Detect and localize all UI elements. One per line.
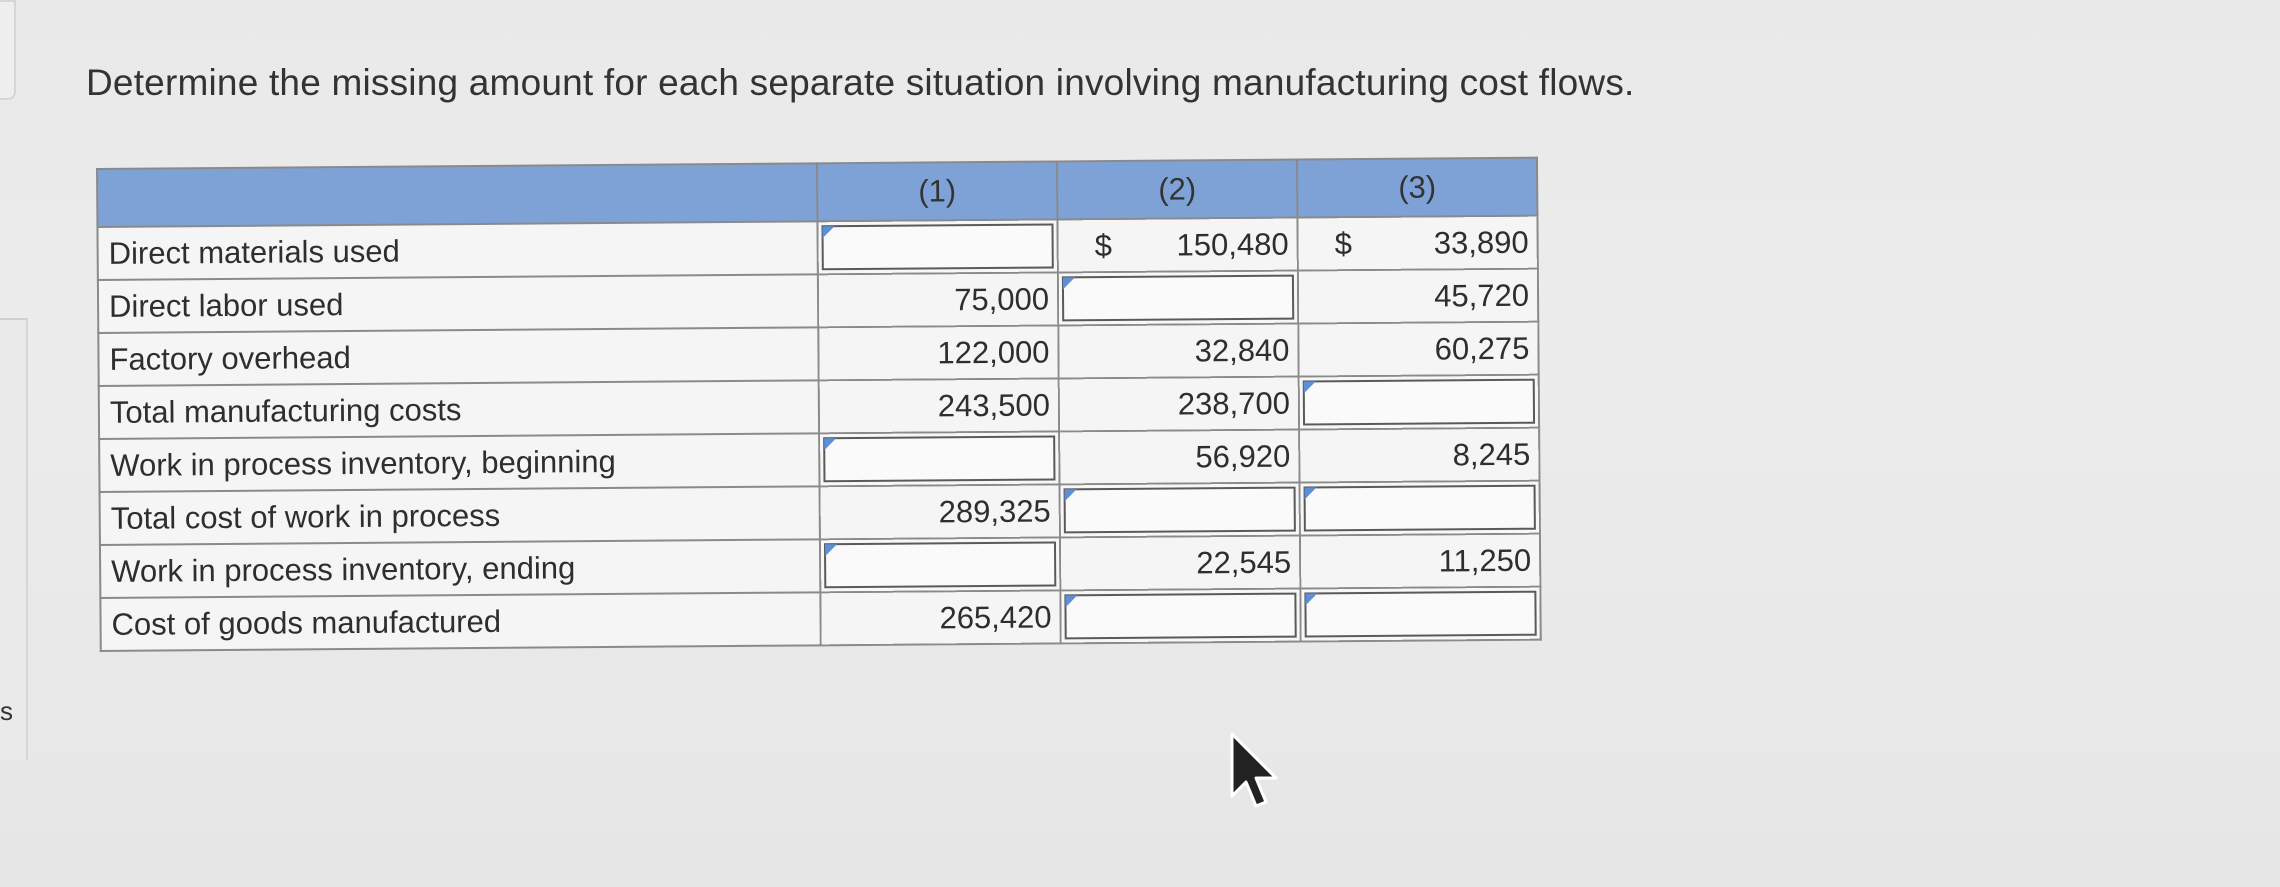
answer-input-cogm-2[interactable]: [1060, 588, 1301, 644]
cell-value: 45,720: [1297, 268, 1539, 324]
cell-value: 238,700: [1058, 376, 1300, 432]
row-label: Work in process inventory, beginning: [99, 433, 820, 492]
cell-value: 8,245: [1299, 427, 1540, 483]
input-flag-icon: [1064, 489, 1077, 502]
cell-value: 22,545: [1059, 535, 1301, 591]
row-label: Direct materials used: [97, 221, 818, 280]
dollar-sign: $: [1334, 225, 1353, 261]
input-flag-icon: [822, 226, 835, 239]
input-flag-icon: [824, 438, 837, 451]
row-label: Total cost of work in process: [99, 486, 820, 545]
header-situation-3: (3): [1296, 157, 1538, 218]
row-label: Factory overhead: [98, 327, 819, 386]
input-flag-icon: [1065, 595, 1078, 608]
header-situation-2: (2): [1056, 159, 1298, 220]
table-row: Cost of goods manufactured 265,420: [100, 586, 1541, 651]
row-label: Direct labor used: [97, 274, 819, 333]
arrow-pointer-icon: [1230, 732, 1278, 808]
cell-value: 243,500: [818, 378, 1060, 434]
cell-value: 32,840: [1058, 323, 1299, 379]
input-flag-icon: [1062, 277, 1075, 290]
cell-value: 11,250: [1299, 533, 1541, 589]
cell-value: $33,890: [1297, 215, 1538, 271]
cell-value: 75,000: [817, 272, 1059, 328]
left-edge-panel: s: [0, 0, 28, 887]
header-situation-1: (1): [816, 161, 1058, 222]
cell-value: 122,000: [818, 325, 1059, 381]
input-flag-icon: [1304, 487, 1317, 500]
left-edge-tab-side: [0, 318, 28, 760]
cell-value: 265,420: [820, 590, 1061, 646]
cost-flow-table: (1) (2) (3) Direct materials used $150,4…: [96, 157, 1542, 652]
row-label: Work in process inventory, ending: [99, 539, 821, 598]
input-flag-icon: [824, 544, 838, 557]
answer-input-cogm-3[interactable]: [1300, 586, 1541, 642]
input-flag-icon: [1303, 381, 1316, 394]
row-label: Cost of goods manufactured: [100, 592, 821, 651]
answer-input-wip-beginning-1[interactable]: [819, 431, 1060, 487]
cell-value: 56,920: [1059, 429, 1300, 485]
cell-value: 289,325: [819, 484, 1060, 540]
cell-value: 60,275: [1298, 321, 1539, 377]
answer-input-direct-labor-2[interactable]: [1057, 270, 1299, 326]
side-letter: s: [0, 696, 13, 726]
answer-input-total-manufacturing-3[interactable]: [1298, 374, 1540, 430]
cell-value: $150,480: [1057, 217, 1298, 273]
left-edge-tab-top: [0, 0, 16, 100]
answer-input-total-wip-2[interactable]: [1059, 482, 1300, 538]
header-blank: [97, 163, 818, 227]
answer-input-total-wip-3[interactable]: [1299, 480, 1540, 536]
dollar-sign: $: [1094, 227, 1113, 263]
instruction-text: Determine the missing amount for each se…: [86, 62, 1635, 103]
row-label: Total manufacturing costs: [98, 380, 820, 439]
answer-input-wip-ending-1[interactable]: [819, 537, 1061, 593]
input-flag-icon: [1305, 593, 1318, 606]
answer-input-direct-materials-1[interactable]: [817, 219, 1058, 275]
